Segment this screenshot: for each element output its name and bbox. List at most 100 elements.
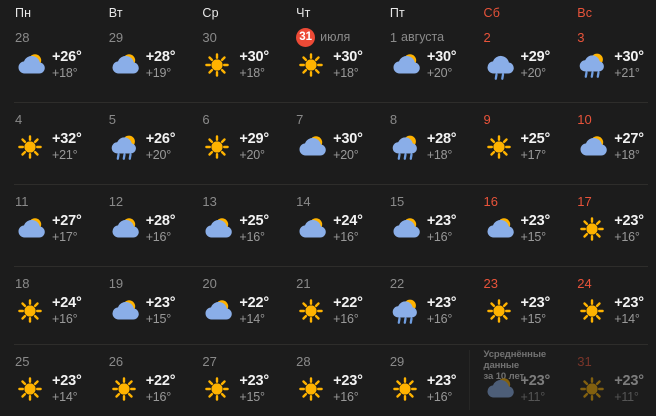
forecast-row: +23° +14° bbox=[15, 373, 94, 404]
day-cell[interactable]: 28 +26° +18° bbox=[0, 20, 94, 102]
day-number: 30 bbox=[202, 29, 281, 46]
day-cell[interactable]: 1 августа +30° +20° bbox=[375, 20, 469, 102]
sun-icon bbox=[15, 296, 47, 326]
day-number: 22 bbox=[390, 275, 469, 292]
day-number-text: 27 bbox=[202, 354, 217, 369]
day-cell[interactable]: 9 +25° +17° bbox=[469, 102, 563, 184]
temperature-group: +23° +15° bbox=[146, 295, 176, 326]
day-cell[interactable]: 22 +23° +16° bbox=[375, 266, 469, 344]
sun-icon bbox=[577, 374, 609, 404]
day-cell[interactable]: Усреднённые данные за 10 лет +23° +11° bbox=[468, 344, 563, 416]
day-number-text: 11 bbox=[15, 194, 29, 209]
day-cell[interactable]: 8 +28° +18° bbox=[375, 102, 469, 184]
sun-icon bbox=[484, 296, 516, 326]
day-cell[interactable]: 31 июля +30° +18° bbox=[281, 20, 375, 102]
temperature-group: +30° +20° bbox=[333, 131, 363, 162]
day-number: 16 bbox=[484, 193, 563, 210]
forecast-row: +25° +17° bbox=[484, 131, 563, 162]
month-label: июля bbox=[320, 30, 351, 44]
forecast-row: +32° +21° bbox=[15, 131, 94, 162]
today-badge: 31 bbox=[296, 28, 316, 47]
night-temperature: +16° bbox=[239, 230, 265, 245]
day-cell[interactable]: 31 +23° +11° bbox=[562, 344, 656, 416]
day-cell[interactable]: 12 +28° +16° bbox=[94, 184, 188, 266]
day-cell[interactable]: 7 +30° +20° bbox=[281, 102, 375, 184]
day-temperature: +22° bbox=[239, 295, 270, 311]
day-temperature: +23° bbox=[333, 373, 363, 389]
day-cell[interactable]: 20 +22° +14° bbox=[187, 266, 281, 344]
day-temperature: +28° bbox=[145, 49, 176, 65]
day-number-text: 1 bbox=[389, 30, 398, 45]
day-cell[interactable]: 13 +25° +16° bbox=[187, 184, 281, 266]
weekday-header-0: Пн bbox=[15, 6, 32, 20]
day-cell[interactable]: 25 +23° +14° bbox=[0, 344, 94, 416]
day-cell[interactable]: 5 +26° +20° bbox=[94, 102, 188, 184]
day-temperature: +23° bbox=[426, 213, 457, 229]
night-temperature: +16° bbox=[333, 312, 359, 327]
week-row: 25 +23° +14° 26 +22° +16° 27 +23° +15° 28 +23° +16°… bbox=[0, 344, 656, 416]
sun-rain-icon bbox=[577, 50, 609, 80]
temperature-group: +23° +15° bbox=[521, 295, 551, 326]
night-temperature: +20° bbox=[333, 148, 359, 163]
day-cell[interactable]: 14 +24° +16° bbox=[281, 184, 375, 266]
day-cell[interactable]: 3 +30° +21° bbox=[562, 20, 656, 102]
temperature-group: +23° +16° bbox=[333, 373, 363, 404]
sun-icon bbox=[15, 132, 47, 162]
day-number: 25 bbox=[15, 353, 94, 370]
day-cell[interactable]: 19 +23° +15° bbox=[94, 266, 188, 344]
day-cell[interactable]: 28 +23° +16° bbox=[281, 344, 375, 416]
day-cell[interactable]: 16 +23° +15° bbox=[469, 184, 563, 266]
day-cell[interactable]: 18 +24° +16° bbox=[0, 266, 94, 344]
day-cell[interactable]: 29 +28° +19° bbox=[94, 20, 188, 102]
day-number: 5 bbox=[109, 111, 188, 128]
day-cell[interactable]: 27 +23° +15° bbox=[187, 344, 281, 416]
day-temperature: +23° bbox=[614, 295, 644, 311]
day-number-text: 31 bbox=[577, 354, 592, 369]
day-cell[interactable]: 11 +27° +17° bbox=[0, 184, 94, 266]
sun-icon bbox=[484, 132, 516, 162]
night-temperature: +18° bbox=[614, 148, 640, 163]
forecast-row: +29° +20° bbox=[202, 131, 281, 162]
day-cell[interactable]: 30 +30° +18° bbox=[187, 20, 281, 102]
day-number-text: 8 bbox=[389, 112, 398, 127]
day-cell[interactable]: 2 +29° +20° bbox=[469, 20, 563, 102]
averaged-note-line2: за 10 лет bbox=[483, 371, 525, 382]
day-cell[interactable]: 21 +22° +16° bbox=[281, 266, 375, 344]
day-cell[interactable]: 4 +32° +21° bbox=[0, 102, 94, 184]
day-number-text: 20 bbox=[202, 276, 217, 291]
day-number: 26 bbox=[109, 353, 188, 370]
day-number: 4 bbox=[15, 111, 94, 128]
day-cell[interactable]: 29 +23° +16° bbox=[375, 344, 469, 416]
day-cell[interactable]: 26 +22° +16° bbox=[94, 344, 188, 416]
temperature-group: +30° +18° bbox=[239, 49, 269, 80]
day-cell[interactable]: 17 +23° +16° bbox=[562, 184, 656, 266]
day-cell[interactable]: 6 +29° +20° bbox=[187, 102, 281, 184]
forecast-row: +22° +14° bbox=[202, 295, 281, 326]
day-cell[interactable]: 10 +27° +18° bbox=[562, 102, 656, 184]
day-temperature: +23° bbox=[426, 373, 457, 389]
day-number: 31 июля bbox=[296, 28, 375, 47]
sun-behind-cloud-icon bbox=[15, 214, 47, 244]
day-number-text: 29 bbox=[389, 354, 405, 369]
sun-rain-icon bbox=[390, 132, 422, 162]
day-temperature: +30° bbox=[239, 49, 270, 65]
temperature-group: +30° +18° bbox=[333, 49, 363, 80]
sun-icon bbox=[202, 374, 234, 404]
day-number-text: 17 bbox=[577, 194, 592, 209]
temperature-group: +22° +16° bbox=[146, 373, 176, 404]
day-number: 12 bbox=[109, 193, 188, 210]
day-number-text: 28 bbox=[296, 354, 311, 369]
forecast-row: +30° +20° bbox=[296, 131, 375, 162]
day-number: 29 bbox=[390, 353, 469, 370]
day-cell[interactable]: 24 +23° +14° bbox=[562, 266, 656, 344]
night-temperature: +16° bbox=[145, 390, 172, 405]
temperature-group: +24° +16° bbox=[52, 295, 82, 326]
night-temperature: +21° bbox=[52, 148, 78, 163]
sun-icon bbox=[296, 296, 328, 326]
day-cell[interactable]: 15 +23° +16° bbox=[375, 184, 469, 266]
temperature-group: +27° +17° bbox=[52, 213, 82, 244]
day-cell[interactable]: 23 +23° +15° bbox=[469, 266, 563, 344]
day-temperature: +24° bbox=[52, 295, 82, 311]
temperature-group: +23° +14° bbox=[52, 373, 82, 404]
